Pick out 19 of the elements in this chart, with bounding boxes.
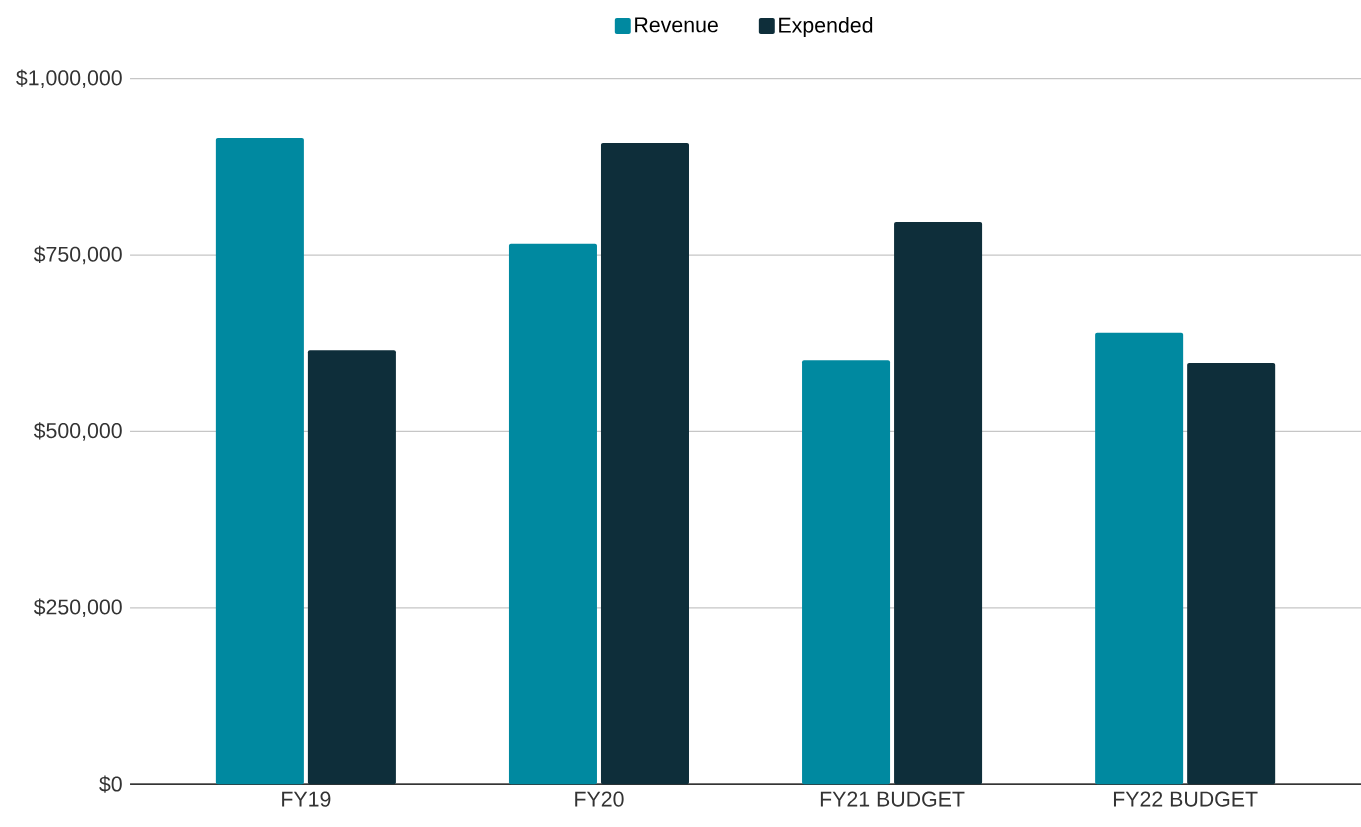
x-tick-label: FY21 BUDGET <box>820 791 965 807</box>
bar <box>600 142 689 785</box>
x-tick-label: FY19 <box>282 791 331 807</box>
x-tick-label: FY22 BUDGET <box>1113 791 1258 807</box>
y-tick-label: $250,000 <box>33 598 122 618</box>
legend-label: Revenue <box>635 17 718 33</box>
bar <box>802 360 891 785</box>
legend-label: Expended <box>779 17 873 38</box>
bar <box>508 243 597 785</box>
y-tick-label: $0 <box>99 775 122 793</box>
y-tick-label: $1,000,000 <box>16 69 122 88</box>
x-tick-label: FY20 <box>575 791 624 807</box>
bar <box>1187 363 1276 785</box>
bar <box>215 138 304 785</box>
bar <box>1095 332 1184 785</box>
y-tick-label: $500,000 <box>33 422 122 441</box>
y-tick-label: $750,000 <box>33 245 122 265</box>
bar <box>894 221 983 785</box>
bar <box>307 350 396 785</box>
